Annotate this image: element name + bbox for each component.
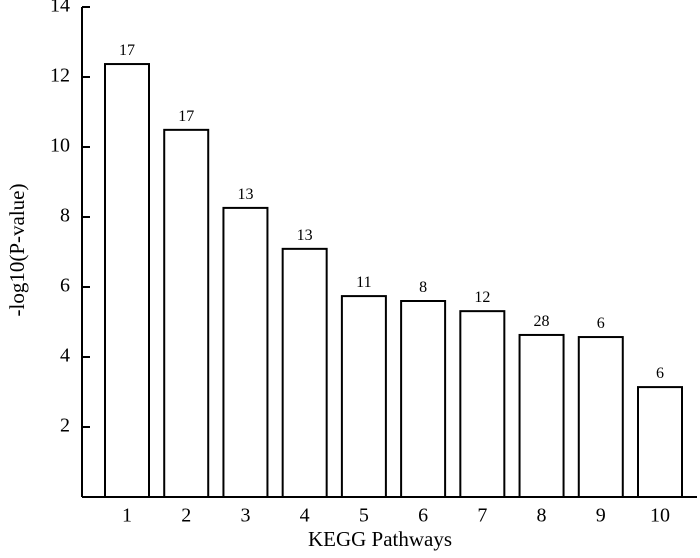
bar bbox=[400, 300, 447, 498]
bar-annotation: 12 bbox=[474, 289, 490, 306]
bar bbox=[281, 247, 328, 498]
y-tick-label: 8 bbox=[60, 205, 70, 227]
bar bbox=[222, 206, 269, 498]
bar-annotation: 17 bbox=[178, 108, 194, 125]
bar bbox=[637, 386, 683, 499]
y-tick-label: 14 bbox=[50, 0, 70, 17]
x-tick-label: 5 bbox=[359, 505, 369, 527]
bar bbox=[459, 310, 506, 498]
bar-annotation: 6 bbox=[656, 365, 664, 382]
bar-annotation: 28 bbox=[534, 313, 550, 330]
bar bbox=[518, 333, 565, 499]
bar bbox=[577, 336, 624, 498]
x-tick-label: 4 bbox=[300, 505, 310, 527]
bar bbox=[104, 63, 150, 499]
bar bbox=[340, 295, 387, 498]
bar-annotation: 6 bbox=[597, 315, 605, 332]
x-tick-label: 9 bbox=[596, 505, 606, 527]
y-tick-label: 6 bbox=[60, 275, 70, 297]
y-tick-label: 12 bbox=[50, 65, 70, 87]
x-tick-label: 8 bbox=[537, 505, 547, 527]
bar bbox=[163, 128, 210, 498]
x-tick-label: 7 bbox=[477, 505, 487, 527]
y-tick-label: 2 bbox=[60, 415, 70, 437]
x-axis-label: KEGG Pathways bbox=[308, 527, 452, 551]
x-tick-label: 2 bbox=[181, 505, 191, 527]
y-tick-label: 10 bbox=[50, 135, 70, 157]
x-tick-label: 6 bbox=[418, 505, 428, 527]
bar-annotation: 13 bbox=[297, 227, 313, 244]
bar-annotation: 11 bbox=[356, 274, 371, 291]
x-tick-label: 1 bbox=[122, 505, 132, 527]
y-axis-label: -log10(P-value) bbox=[5, 184, 29, 317]
x-tick-label: 10 bbox=[650, 505, 670, 527]
y-tick-label: 4 bbox=[60, 345, 70, 367]
bar-annotation: 13 bbox=[237, 186, 253, 203]
bar-annotation: 8 bbox=[419, 279, 427, 296]
bar-annotation: 17 bbox=[119, 42, 135, 59]
x-tick-label: 3 bbox=[240, 505, 250, 527]
